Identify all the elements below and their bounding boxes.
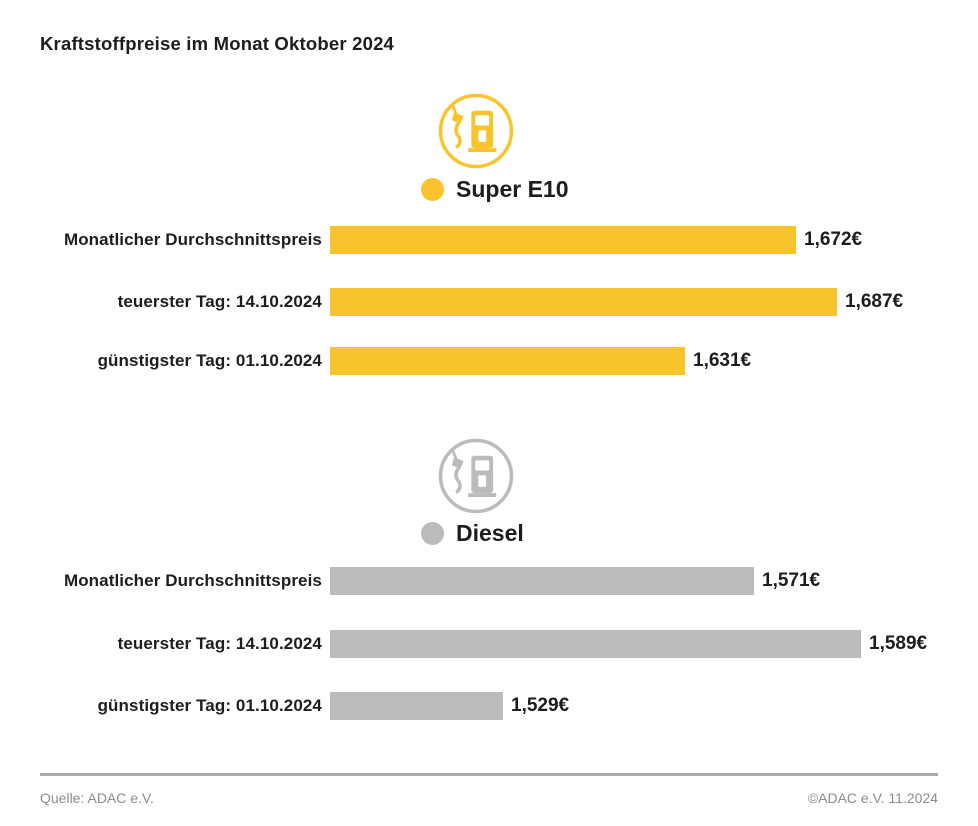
legend-dot-super-icon bbox=[421, 177, 444, 201]
bar-row-super-average: Monatlicher Durchschnittspreis 1,672€ bbox=[40, 226, 862, 254]
source-credit: Quelle: ADAC e.V. bbox=[40, 790, 154, 806]
bar-super-most-expensive bbox=[330, 288, 837, 316]
bar-value: 1,589€ bbox=[869, 633, 928, 654]
legend-label-super: Super E10 bbox=[456, 175, 569, 202]
legend-diesel: Diesel bbox=[421, 519, 524, 547]
legend-label-diesel: Diesel bbox=[456, 519, 524, 546]
bar-label: günstigster Tag: 01.10.2024 bbox=[97, 696, 322, 715]
footer-divider bbox=[40, 773, 938, 776]
bar-diesel-average bbox=[330, 567, 754, 595]
bar-value: 1,672€ bbox=[804, 229, 863, 250]
bar-diesel-cheapest bbox=[330, 692, 503, 720]
fuel-pump-icon bbox=[437, 92, 515, 170]
bar-label: günstigster Tag: 01.10.2024 bbox=[97, 351, 322, 370]
bar-value: 1,571€ bbox=[762, 570, 821, 591]
bar-row-diesel-cheapest: günstigster Tag: 01.10.2024 1,529€ bbox=[40, 692, 569, 720]
bar-row-diesel-most-expensive: teuerster Tag: 14.10.2024 1,589€ bbox=[40, 630, 927, 658]
bar-label: Monatlicher Durchschnittspreis bbox=[63, 230, 322, 249]
bar-super-average bbox=[330, 226, 796, 254]
bar-row-super-cheapest: günstigster Tag: 01.10.2024 1,631€ bbox=[40, 347, 751, 375]
legend-dot-diesel-icon bbox=[421, 521, 444, 545]
chart-title: Kraftstoffpreise im Monat Oktober 2024 bbox=[40, 33, 395, 54]
bar-super-cheapest bbox=[330, 347, 685, 375]
bar-row-super-most-expensive: teuerster Tag: 14.10.2024 1,687€ bbox=[40, 288, 903, 316]
bar-diesel-most-expensive bbox=[330, 630, 861, 658]
copyright-credit: ©ADAC e.V. 11.2024 bbox=[807, 790, 938, 806]
fuel-pump-icon bbox=[437, 437, 515, 515]
bar-value: 1,687€ bbox=[845, 291, 904, 312]
bar-row-diesel-average: Monatlicher Durchschnittspreis 1,571€ bbox=[40, 567, 820, 595]
bar-label: teuerster Tag: 14.10.2024 bbox=[117, 292, 322, 311]
legend-super-e10: Super E10 bbox=[421, 175, 569, 203]
bar-label: Monatlicher Durchschnittspreis bbox=[63, 571, 322, 590]
bar-value: 1,631€ bbox=[693, 350, 752, 371]
bar-value: 1,529€ bbox=[511, 695, 570, 716]
bar-label: teuerster Tag: 14.10.2024 bbox=[117, 634, 322, 653]
